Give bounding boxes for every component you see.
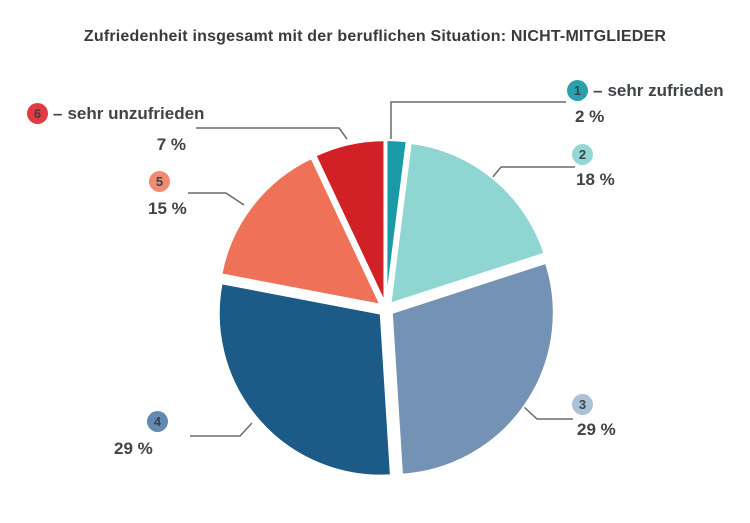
pct-label-1: 2 %	[575, 107, 605, 126]
legend-badge-2: 2	[572, 144, 593, 165]
pie-slice-2	[389, 141, 546, 305]
pct-label-4: 29 %	[114, 439, 153, 458]
legend-item-3: 3 29 %	[572, 394, 616, 440]
pie-slice-1	[385, 139, 408, 304]
pct-label-3: 29 %	[577, 420, 616, 439]
legend-item-1: 1 – sehr zufrieden 2 %	[567, 80, 724, 127]
leader-line-2	[491, 166, 575, 179]
legend-item-4: 4 29 %	[112, 411, 192, 461]
leader-line-5	[188, 192, 245, 206]
legend-badge-4: 4	[147, 411, 168, 432]
pct-label-5: 15 %	[148, 199, 187, 218]
leader-line-4	[190, 422, 253, 437]
legend-badge-3: 3	[572, 394, 593, 415]
pie-slice-4	[217, 282, 392, 477]
legend-badge-6: 6	[27, 103, 48, 124]
pie-slice-6	[314, 139, 386, 304]
leader-line-3	[523, 406, 573, 420]
pie-slice-3	[390, 261, 555, 476]
legend-dash: –	[53, 103, 63, 123]
pie-slice-5	[220, 157, 382, 306]
legend-item-6: 6 – sehr unzufrieden 7 %	[27, 103, 204, 155]
legend-badge-5: 5	[149, 171, 170, 192]
scale-label-sehr-zufrieden: sehr zufrieden	[607, 80, 724, 100]
leader-line-1	[390, 101, 566, 139]
legend-dash: –	[593, 80, 603, 100]
chart-title: Zufriedenheit insgesamt mit der beruflic…	[83, 28, 667, 45]
legend-item-2: 2 18 %	[572, 144, 615, 190]
leader-line-6	[196, 127, 348, 140]
scale-label-sehr-unzufrieden: sehr unzufrieden	[67, 103, 205, 123]
pct-label-2: 18 %	[576, 170, 615, 189]
legend-badge-1: 1	[567, 80, 588, 101]
pct-label-6: 7 %	[156, 135, 186, 154]
legend-item-5: 5 15 %	[146, 171, 226, 221]
